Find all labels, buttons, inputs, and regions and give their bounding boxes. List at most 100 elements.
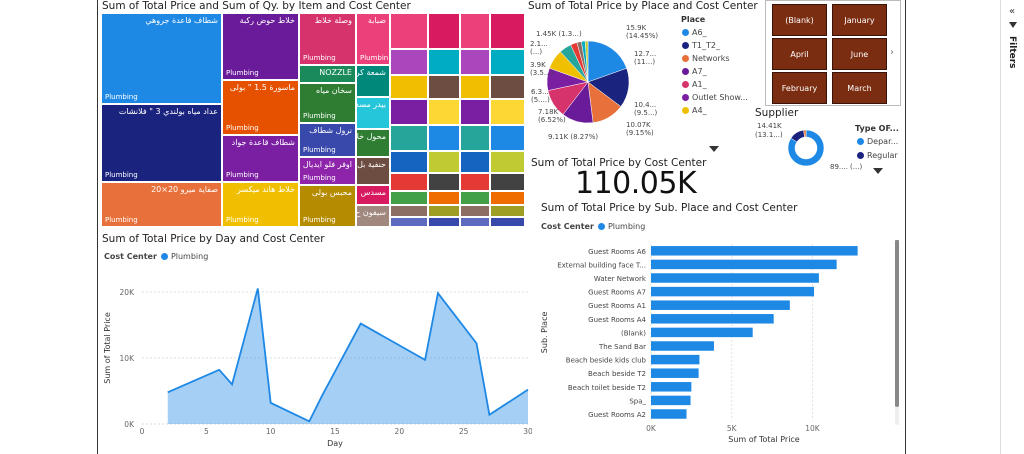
treemap-cell[interactable]: خلاط حوض ركبة Plumbing [222, 13, 299, 80]
legend-item[interactable]: A7_ [678, 67, 748, 76]
treemap-cell[interactable] [390, 173, 428, 191]
treemap-cell[interactable]: سخان مياه Plumbing [299, 83, 356, 123]
treemap-cell-label: محول خلاط [356, 132, 386, 141]
treemap-cell[interactable]: محبس بولى Plumbing [299, 185, 356, 227]
treemap-cell[interactable] [390, 217, 428, 227]
treemap-cell[interactable] [460, 13, 490, 49]
treemap-cell[interactable] [390, 49, 428, 75]
treemap-cell[interactable] [460, 125, 490, 151]
treemap-cell[interactable]: صفاية ميرو 20×20 Plumbing [101, 182, 222, 227]
treemap-cell[interactable]: اوفر فلو ايديال Plumbing [299, 157, 356, 185]
treemap-cell[interactable] [490, 205, 525, 217]
treemap-cell[interactable] [460, 205, 490, 217]
treemap-cell[interactable] [428, 205, 460, 217]
chevron-right-icon[interactable]: › [890, 47, 894, 58]
filters-label: Filters [1007, 36, 1017, 69]
treemap-cell[interactable] [428, 125, 460, 151]
category-label: Water Network [594, 275, 647, 283]
treemap-cell[interactable] [460, 151, 490, 173]
month-slicer: (Blank) January April June February March [765, 0, 901, 106]
treemap-cell[interactable] [390, 151, 428, 173]
slicer-button[interactable]: April [772, 38, 827, 70]
treemap-cell[interactable] [428, 13, 460, 49]
treemap-cell[interactable]: خلاط هاند ميكسر Plumbing [222, 182, 299, 227]
treemap-cell[interactable] [390, 75, 428, 99]
treemap-cell[interactable] [490, 173, 525, 191]
treemap-cell[interactable] [490, 125, 525, 151]
chevron-left-icon[interactable]: « [1009, 6, 1016, 17]
slicer-button[interactable]: March [832, 72, 887, 104]
treemap-chart[interactable]: شطاف قاعدة جروهي Plumbing عداد مياه بولندي… [101, 13, 525, 227]
pie-data-label: 10.07K [626, 121, 651, 129]
treemap-cell[interactable] [490, 217, 525, 227]
slicer-button[interactable]: (Blank) [772, 4, 827, 36]
treemap-cell[interactable] [490, 99, 525, 125]
treemap-cell[interactable] [490, 191, 525, 205]
slicer-button[interactable]: January [832, 4, 887, 36]
pie-data-label: (11...) [634, 58, 655, 66]
chevron-down-icon[interactable] [709, 146, 719, 152]
treemap-cell[interactable]: شطاف قاعدة جروهي Plumbing [101, 13, 222, 104]
x-tick-label: 30 [523, 427, 532, 436]
treemap-cell[interactable]: ضبابة Plumbin... [356, 13, 390, 65]
treemap-cell[interactable]: نرول شطاف Plumbing [299, 123, 356, 157]
treemap-cell[interactable] [390, 191, 428, 205]
treemap-cell[interactable] [428, 49, 460, 75]
treemap-cell[interactable] [460, 99, 490, 125]
treemap-cell[interactable]: NOZZLE [299, 65, 356, 83]
pie-chart[interactable]: 15.9K(14.45%) 12.7...(11...) 10.4...(9.5..… [526, 12, 676, 152]
treemap-cell[interactable]: حنفية بل [356, 157, 390, 185]
treemap-cell[interactable]: مسدس [356, 185, 390, 205]
legend-item[interactable]: Outlet Show... [678, 93, 748, 102]
slicer-button[interactable]: February [772, 72, 827, 104]
treemap-cell[interactable]: سيفون ح [356, 205, 390, 227]
legend-item[interactable]: A4_ [678, 106, 748, 115]
treemap-cell[interactable]: محول خلاط [356, 129, 390, 157]
card-title: Sum of Total Price by Cost Center [531, 157, 707, 169]
treemap-cell[interactable] [390, 125, 428, 151]
legend-item[interactable]: Networks [678, 54, 748, 63]
supplier-donut-chart[interactable] [784, 126, 828, 170]
treemap-cell[interactable]: شمعة كر [356, 65, 390, 97]
legend-item[interactable]: Depar... [853, 137, 898, 146]
treemap-cell[interactable] [490, 151, 525, 173]
bar [651, 409, 687, 419]
treemap-cell[interactable] [460, 217, 490, 227]
scrollbar-thumb[interactable] [895, 240, 899, 407]
treemap-cell[interactable]: ماسورة 1.5 " بولى Plumbing [222, 80, 299, 135]
treemap-cell[interactable] [428, 217, 460, 227]
supplier-label-left: 14.41K [757, 122, 782, 130]
filters-pane[interactable]: « Filters [1000, 0, 1024, 454]
legend-item[interactable]: A1_ [678, 80, 748, 89]
treemap-cell[interactable] [428, 99, 460, 125]
treemap-cell-cost-center: Plumbing [303, 146, 336, 154]
treemap-cell[interactable] [460, 173, 490, 191]
treemap-cell[interactable] [428, 151, 460, 173]
legend-item[interactable]: T1_T2_ [678, 41, 748, 50]
treemap-cell[interactable] [390, 13, 428, 49]
treemap-cell[interactable]: وصلة خلاط Plumbing [299, 13, 356, 65]
treemap-cell[interactable] [428, 75, 460, 99]
line-chart[interactable]: 0K 10K 20K 0 5 10 15 20 25 30 Day Sum of Total Pric… [100, 264, 532, 452]
treemap-cell[interactable] [460, 75, 490, 99]
slicer-button[interactable]: June [832, 38, 887, 70]
treemap-cell[interactable] [460, 49, 490, 75]
treemap-cell[interactable] [490, 13, 525, 49]
treemap-cell[interactable] [460, 191, 490, 205]
treemap-cell[interactable]: شطاف قاعدة جواد Plumbing [222, 135, 299, 182]
treemap-cell[interactable] [428, 191, 460, 205]
treemap-cell[interactable] [490, 75, 525, 99]
treemap-cell[interactable] [390, 99, 428, 125]
treemap-cell-label: بيدر مسد [356, 100, 386, 109]
treemap-cell-label: مسدس [360, 188, 386, 197]
treemap-cell-cost-center: Plumbing [226, 171, 259, 179]
treemap-cell[interactable]: بيدر مسد [356, 97, 390, 129]
treemap-cell[interactable] [490, 49, 525, 75]
treemap-cell[interactable] [390, 205, 428, 217]
treemap-cell[interactable]: عداد مياه بولندي 3 " فلانشات Plumbing [101, 104, 222, 182]
chevron-down-icon[interactable] [873, 168, 883, 174]
legend-item[interactable]: A6_ [678, 28, 748, 37]
legend-item[interactable]: Regular [853, 151, 898, 160]
treemap-cell[interactable] [428, 173, 460, 191]
bar-chart[interactable]: 0K 5K 10K Guest Rooms A6 External building f… [537, 236, 903, 452]
